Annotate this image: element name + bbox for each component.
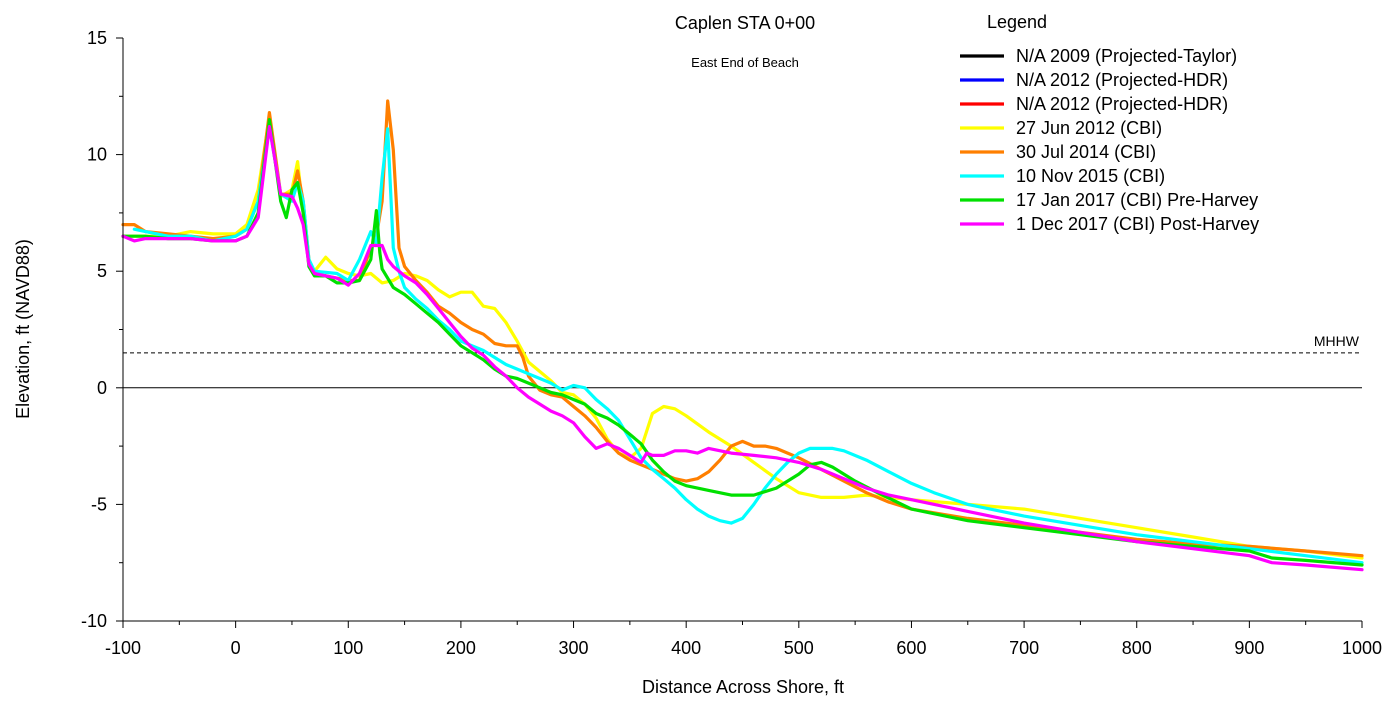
series-line-4 xyxy=(121,125,1364,572)
legend: Legend N/A 2009 (Projected-Taylor) N/A 20… xyxy=(960,12,1259,234)
legend-label: 27 Jun 2012 (CBI) xyxy=(1016,118,1162,138)
y-tick-label: 0 xyxy=(97,378,107,398)
series-line-0 xyxy=(121,115,1364,560)
x-tick-label: -100 xyxy=(105,638,141,658)
chart-subtitle: East End of Beach xyxy=(691,55,799,70)
legend-label: N/A 2012 (Projected-HDR) xyxy=(1016,94,1228,114)
legend-title: Legend xyxy=(987,12,1047,32)
x-tick-label: 100 xyxy=(333,638,363,658)
legend-label: N/A 2012 (Projected-HDR) xyxy=(1016,70,1228,90)
x-tick-label: 700 xyxy=(1009,638,1039,658)
x-tick-label: 900 xyxy=(1234,638,1264,658)
x-tick-label: 500 xyxy=(784,638,814,658)
x-tick-label: 0 xyxy=(231,638,241,658)
legend-label: 17 Jan 2017 (CBI) Pre-Harvey xyxy=(1016,190,1258,210)
y-tick-label: -5 xyxy=(91,494,107,514)
legend-label: 1 Dec 2017 (CBI) Post-Harvey xyxy=(1016,214,1259,234)
mhhw-label: MHHW xyxy=(1314,333,1360,349)
reference-lines: MHHW xyxy=(123,333,1362,389)
y-axis-label: Elevation, ft (NAVD88) xyxy=(13,239,33,419)
x-tick-label: 400 xyxy=(671,638,701,658)
x-tick-label: 300 xyxy=(559,638,589,658)
x-axis-label: Distance Across Shore, ft xyxy=(642,677,844,697)
y-tick-label: 10 xyxy=(87,145,107,165)
x-tick-label: 1000 xyxy=(1342,638,1382,658)
series-lines xyxy=(121,99,1364,572)
y-tick-label: 15 xyxy=(87,28,107,48)
legend-label: 30 Jul 2014 (CBI) xyxy=(1016,142,1156,162)
y-tick-label: 5 xyxy=(97,261,107,281)
legend-label: N/A 2009 (Projected-Taylor) xyxy=(1016,46,1237,66)
series-line-1 xyxy=(121,99,1364,558)
y-tick-label: -10 xyxy=(81,611,107,631)
axes: -100 0 100 200 300 400 500 600 700 800 900 1000-10-… xyxy=(81,28,1382,658)
x-tick-label: 600 xyxy=(896,638,926,658)
x-tick-label: 200 xyxy=(446,638,476,658)
chart-title: Caplen STA 0+00 xyxy=(675,13,815,33)
series-line-3 xyxy=(121,118,1364,567)
legend-label: 10 Nov 2015 (CBI) xyxy=(1016,166,1165,186)
x-tick-label: 800 xyxy=(1122,638,1152,658)
